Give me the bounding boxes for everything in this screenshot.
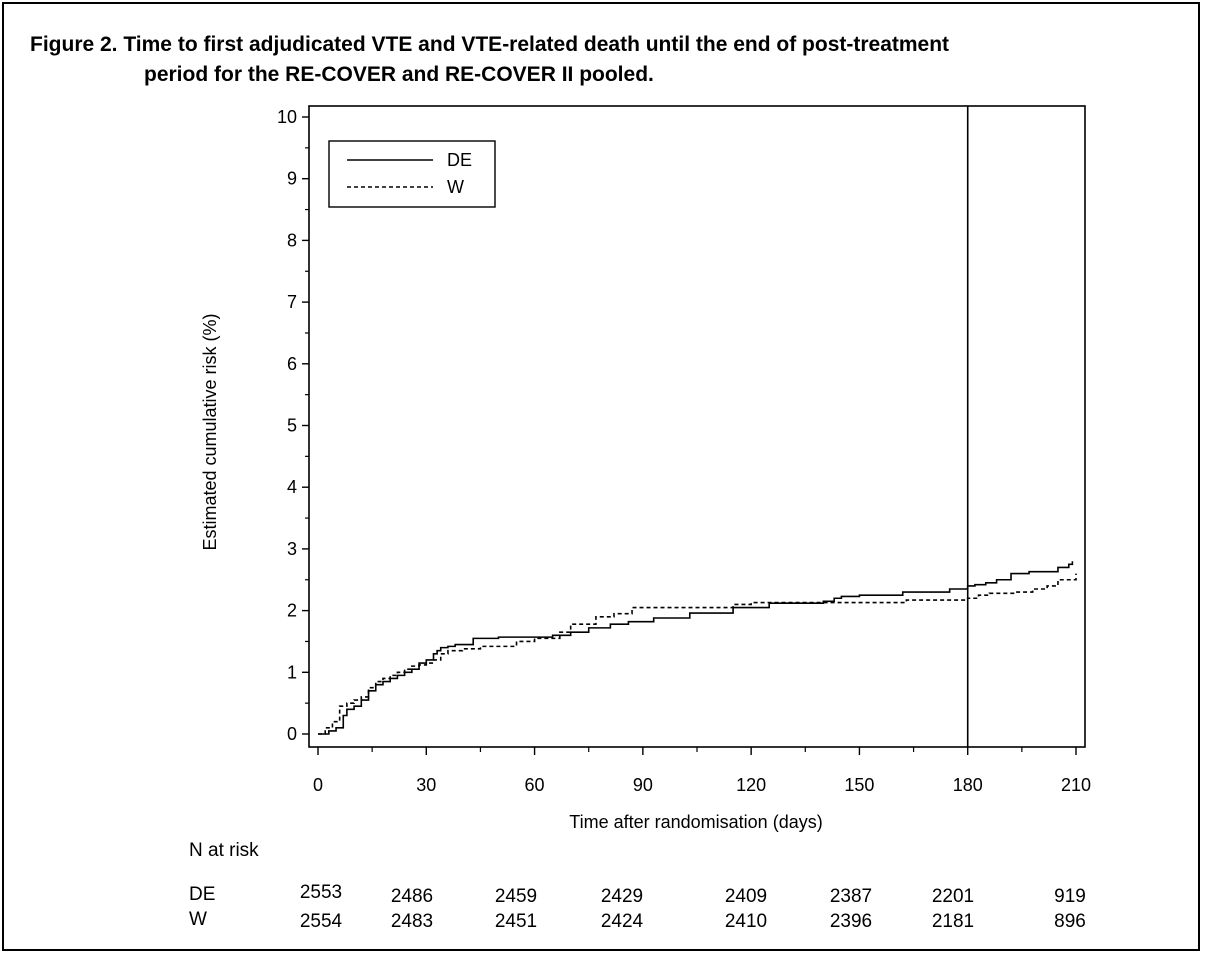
y-tick-label: 2 <box>287 601 297 621</box>
risk-cell: 919 <box>1054 886 1086 907</box>
y-tick-label: 9 <box>287 169 297 189</box>
risk-cell: 2396 <box>829 911 873 932</box>
caption-line-2: period for the RE-COVER and RE-COVER II … <box>144 63 654 86</box>
legend-box <box>328 140 496 208</box>
x-tick-label: 0 <box>313 775 323 795</box>
risk-row-label: W <box>189 909 207 930</box>
y-tick-label: 4 <box>287 477 297 497</box>
x-tick-label: 90 <box>633 775 653 795</box>
x-tick-label: 180 <box>953 775 983 795</box>
risk-cell: 2429 <box>600 886 644 907</box>
y-tick-label: 3 <box>287 539 297 559</box>
figure-caption: Figure 2. Time to first adjudicated VTE … <box>30 30 1180 90</box>
y-tick-label: 5 <box>287 416 297 436</box>
risk-cell: 2201 <box>931 886 975 907</box>
risk-cell: 896 <box>1054 911 1086 932</box>
series-line-de <box>318 561 1074 735</box>
legend-label-de: DE <box>447 150 472 170</box>
y-tick-label: 7 <box>287 292 297 312</box>
y-axis-label: Estimated cumulative risk (%) <box>200 313 220 550</box>
series-layer <box>318 561 1077 735</box>
risk-cell: 2554 <box>299 911 343 932</box>
risk-table-title: N at risk <box>189 840 259 861</box>
risk-cell: 2486 <box>390 886 434 907</box>
x-tick-label: 30 <box>416 775 436 795</box>
y-tick-label: 8 <box>287 230 297 250</box>
series-line-w <box>318 573 1077 735</box>
risk-cell: 2553 <box>299 882 343 903</box>
x-tick-label: 60 <box>525 775 545 795</box>
y-tick-label: 6 <box>287 354 297 374</box>
x-tick-label: 210 <box>1061 775 1091 795</box>
x-tick-label: 150 <box>844 775 874 795</box>
risk-cell: 2409 <box>724 886 768 907</box>
y-tick-label: 10 <box>277 107 297 127</box>
risk-row-label: DE <box>189 884 216 905</box>
x-tick-label: 120 <box>736 775 766 795</box>
legend-label-w: W <box>447 177 464 197</box>
legend: DE W <box>328 140 496 208</box>
risk-cell: 2410 <box>724 911 768 932</box>
risk-cell: 2181 <box>931 911 975 932</box>
y-tick-label: 1 <box>287 662 297 682</box>
risk-cell: 2483 <box>390 911 434 932</box>
risk-cell: 2424 <box>600 911 644 932</box>
y-tick-label: 0 <box>287 724 297 744</box>
risk-cell: 2387 <box>829 886 873 907</box>
risk-cell: 2459 <box>494 886 538 907</box>
risk-cell: 2451 <box>494 911 538 932</box>
chart-axes: 0 1 2 3 4 5 6 7 8 9 10 0 30 60 90 120 150 180 210 <box>277 105 1091 795</box>
x-axis-label: Time after randomisation (days) <box>569 812 822 832</box>
caption-line-1: Figure 2. Time to first adjudicated VTE … <box>30 33 950 56</box>
